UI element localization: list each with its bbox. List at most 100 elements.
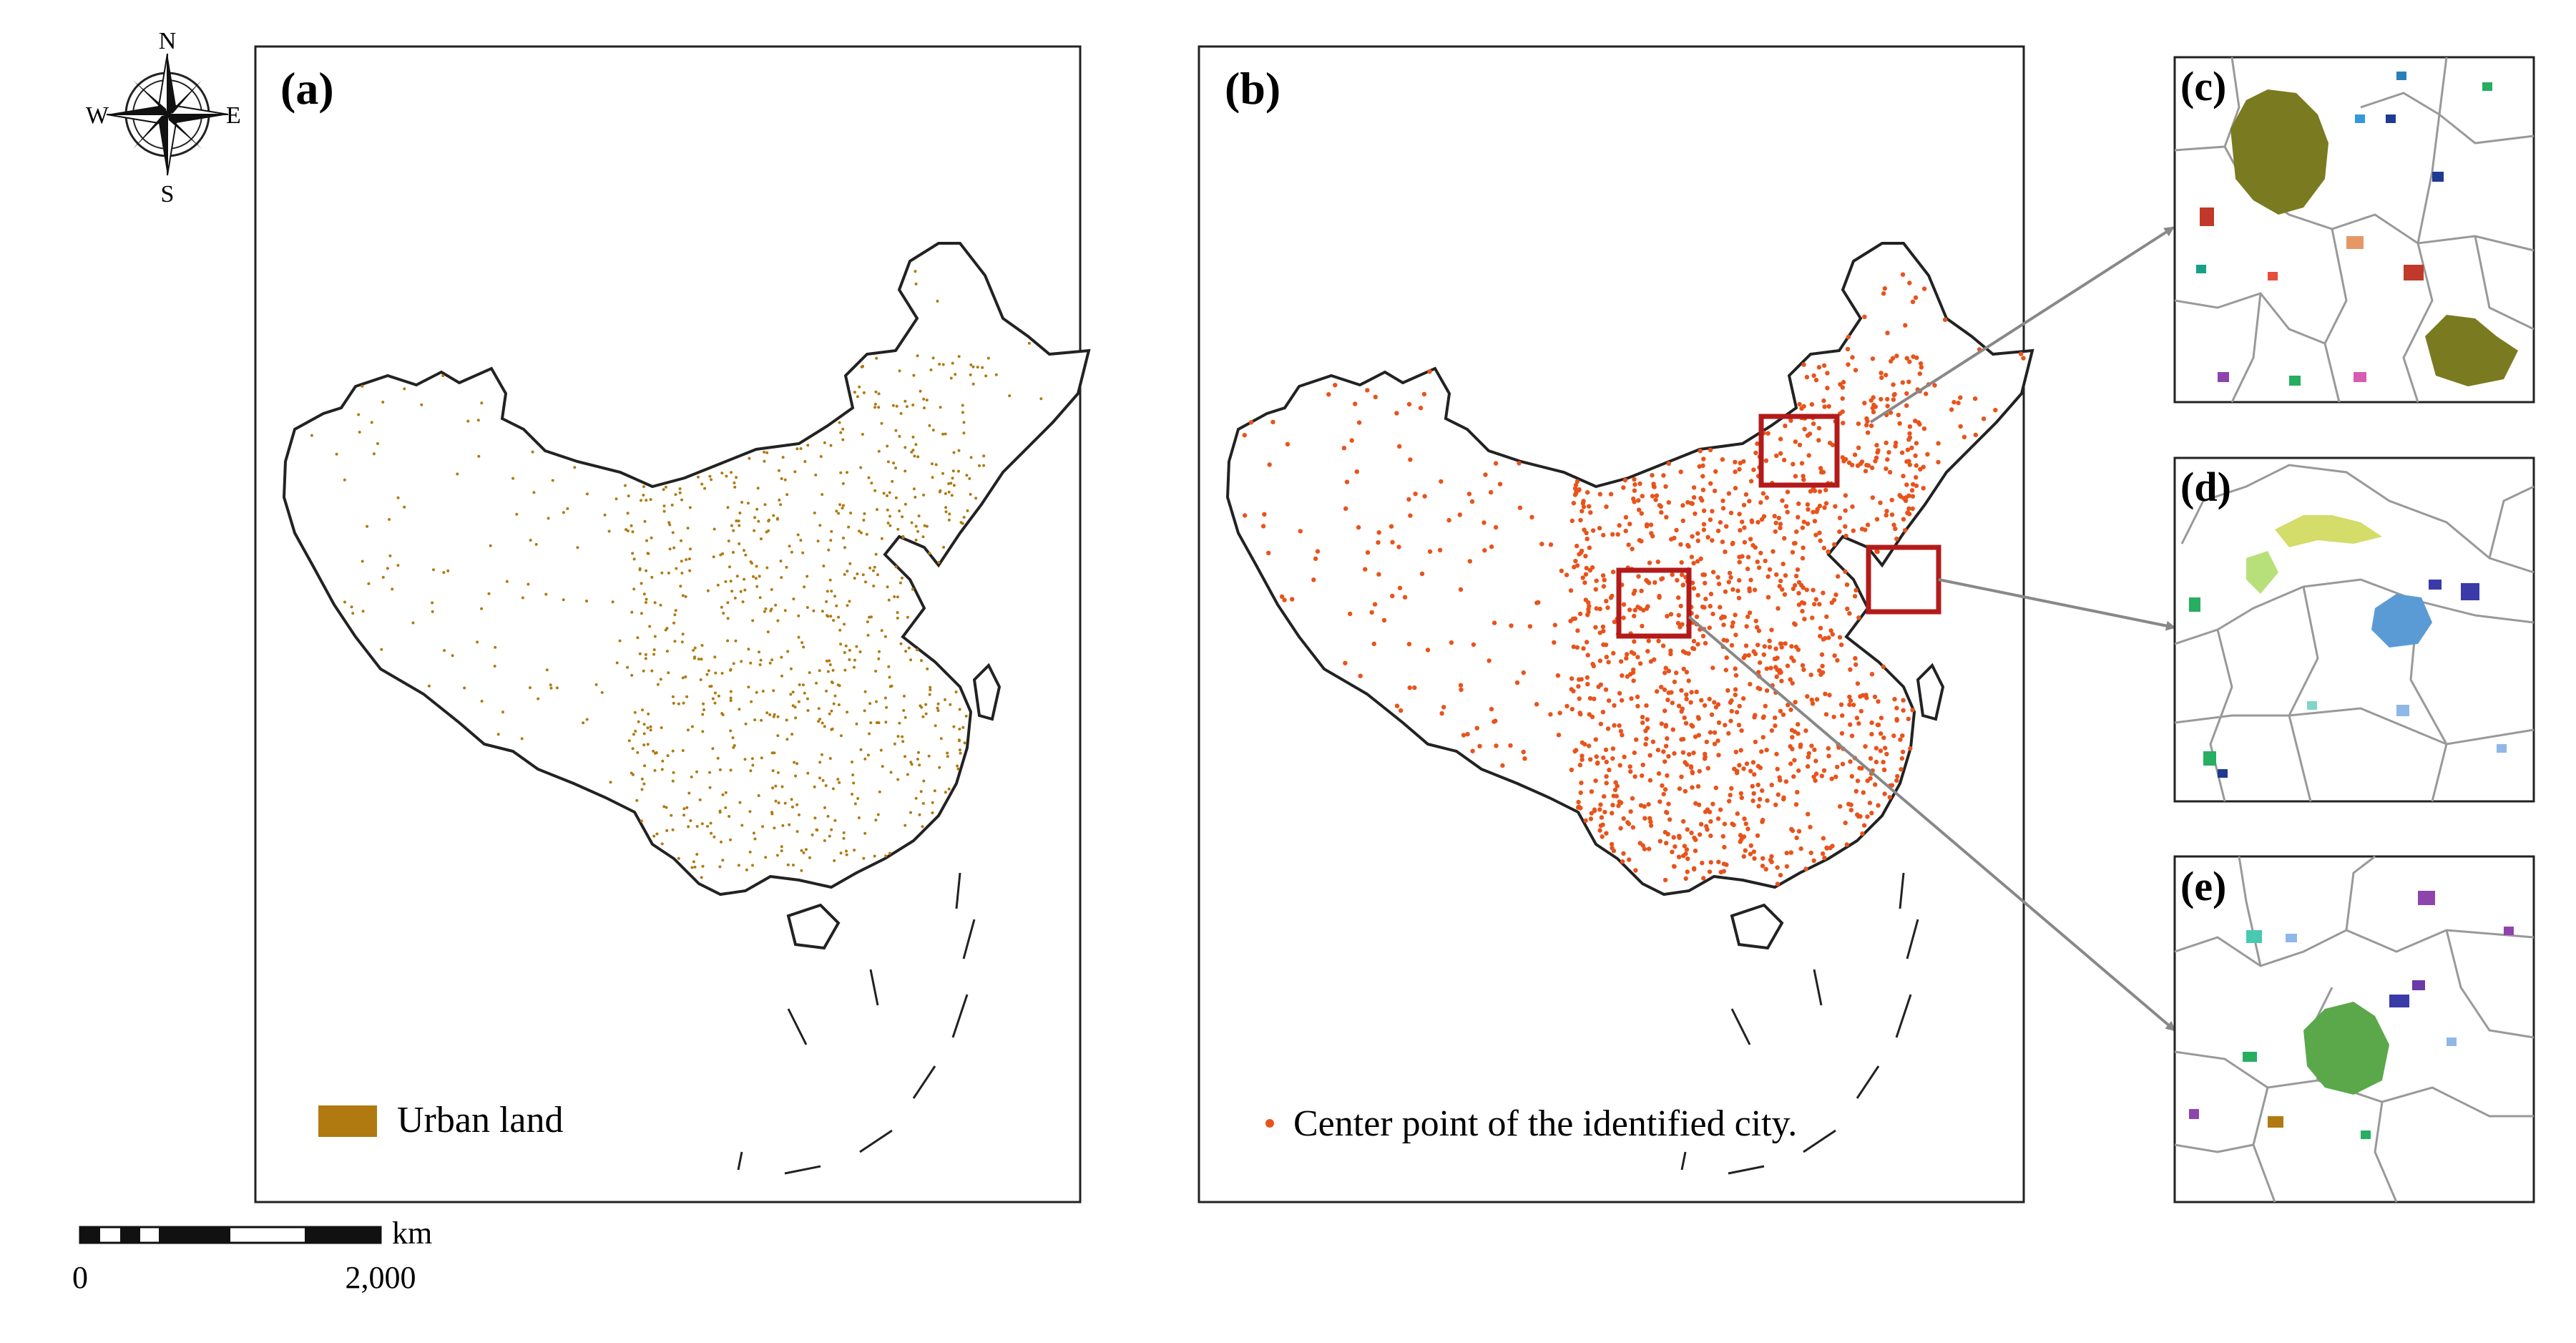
city-center-point — [1577, 696, 1582, 701]
city-center-point — [1874, 549, 1879, 554]
city-center-point — [1663, 743, 1669, 748]
urban-land-dot — [855, 645, 858, 648]
urban-land-dot — [671, 779, 675, 783]
urban-land-dot — [738, 801, 742, 804]
urban-land-dot — [956, 764, 959, 768]
city-center-point — [1536, 600, 1541, 605]
city-center-point — [1394, 411, 1399, 416]
city-center-point — [1811, 774, 1816, 779]
urban-land-dot — [832, 619, 836, 622]
urban-land-dot — [802, 645, 805, 649]
city-center-point — [1806, 453, 1811, 458]
urban-land-dot — [825, 659, 828, 663]
urban-land-dot — [684, 595, 687, 598]
urban-land-dot — [968, 477, 971, 480]
city-center-point — [1610, 803, 1615, 808]
city-center-point — [1773, 723, 1778, 728]
city-center-point — [1680, 518, 1685, 523]
city-center-point — [1666, 461, 1671, 466]
urban-land-dot — [946, 751, 949, 755]
urban-land-dot — [898, 721, 901, 725]
city-center-point — [1679, 560, 1684, 565]
urban-land-dot — [625, 528, 627, 532]
urban-land-dot — [893, 742, 896, 746]
city-center-point — [1749, 519, 1755, 524]
scale-bar-end-label: 2,000 — [346, 1260, 416, 1295]
city-center-point — [1910, 299, 1916, 304]
city-center-point — [1848, 722, 1853, 727]
city-center-point — [1740, 696, 1746, 701]
city-center-point — [1688, 700, 1693, 705]
urban-land-dot — [866, 753, 870, 757]
urban-land-dot — [366, 524, 369, 528]
highlight-box-c — [1758, 414, 1840, 488]
city-center-point — [1627, 857, 1632, 862]
city-center-point — [1710, 509, 1715, 514]
urban-land-dot — [733, 481, 736, 484]
city-center-point — [1373, 394, 1378, 399]
scale-bar-unit: km — [392, 1216, 432, 1251]
city-center-point — [1816, 426, 1822, 431]
city-center-point — [1601, 584, 1607, 589]
urban-land-dot — [501, 710, 504, 714]
city-center-point — [1354, 469, 1359, 474]
urban-land-dot — [896, 527, 900, 531]
city-center-point — [1813, 378, 1819, 383]
city-center-point — [1958, 395, 1963, 400]
city-center-point — [1517, 505, 1523, 510]
city-center-point — [1733, 687, 1738, 692]
urban-land-dot — [877, 657, 881, 660]
city-center-point — [1916, 420, 1921, 425]
urban-land-dot — [929, 688, 932, 692]
city-center-point — [1804, 374, 1810, 380]
urban-land-dot — [687, 557, 691, 561]
city-center-point — [1685, 856, 1690, 861]
urban-land-dot — [931, 811, 934, 814]
city-center-point — [1634, 737, 1639, 742]
city-center-point — [1583, 572, 1589, 577]
urban-land-dot — [866, 633, 870, 637]
urban-land-dot — [781, 824, 785, 827]
city-center-point — [1841, 421, 1846, 426]
city-center-point — [1645, 579, 1650, 584]
urban-land-dot — [717, 694, 720, 698]
city-center-point — [1838, 643, 1844, 648]
city-center-point — [1666, 500, 1671, 505]
city-center-point — [1898, 737, 1903, 742]
urban-land-dot — [839, 471, 843, 474]
urban-land-dot — [753, 718, 757, 722]
city-center-point — [1728, 718, 1733, 723]
urban-land-dot — [887, 598, 891, 602]
city-center-point — [1569, 767, 1575, 773]
city-center-point — [1601, 532, 1606, 538]
city-center-point — [1738, 839, 1743, 844]
city-center-point — [1646, 846, 1652, 851]
city-center-point — [1907, 424, 1913, 429]
city-center-point — [1750, 799, 1755, 804]
city-center-point — [1678, 625, 1683, 630]
urban-land-dot — [794, 774, 798, 778]
urban-land-dot — [909, 761, 913, 764]
city-center-point — [1625, 820, 1630, 825]
urban-land-dot — [845, 849, 848, 853]
city-center-point — [1604, 774, 1609, 779]
city-center-point — [1733, 486, 1738, 491]
city-center-point — [1818, 538, 1823, 543]
urban-land-dot — [875, 356, 878, 360]
city-center-point — [1603, 747, 1609, 753]
city-center-point — [1689, 690, 1694, 695]
city-center-point — [1615, 783, 1620, 788]
city-center-point — [1720, 457, 1725, 462]
city-center-point — [1597, 658, 1603, 663]
city-center-point — [1676, 854, 1682, 859]
city-center-point — [1745, 566, 1750, 572]
city-center-point — [1390, 593, 1395, 599]
city-center-point — [1730, 624, 1735, 629]
urban-land-dot — [863, 709, 866, 713]
city-center-point — [1869, 423, 1874, 429]
urban-land-dot — [701, 730, 705, 733]
urban-land-dot — [614, 497, 618, 501]
urban-land-dot — [950, 494, 954, 497]
urban-land-dot — [693, 646, 697, 650]
city-center-point — [1406, 497, 1411, 502]
